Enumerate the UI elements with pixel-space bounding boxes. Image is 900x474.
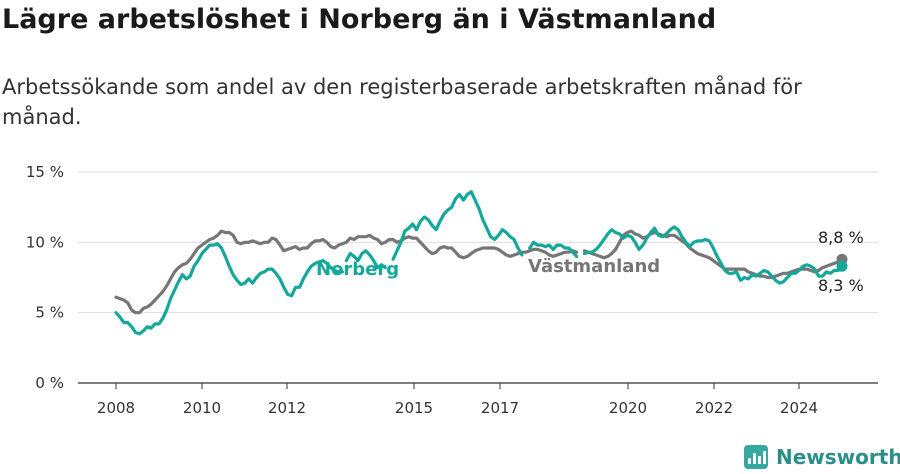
x-tick-label: 2015 bbox=[395, 399, 433, 417]
chart-title: Lägre arbetslöshet i Norberg än i Västma… bbox=[2, 4, 717, 35]
end-value-norberg: 8,3 % bbox=[818, 276, 864, 295]
line-chart: 0 % 5 % 10 % 15 % 2008 2010 2012 2015 2017 2020 20… bbox=[26, 163, 878, 417]
x-tick-label: 2024 bbox=[780, 399, 818, 417]
brand-logo: Newsworthy bbox=[744, 442, 900, 472]
chart-subtitle: Arbetssökande som andel av den registerb… bbox=[2, 75, 802, 129]
y-tick-label: 10 % bbox=[26, 233, 64, 251]
series-label-norberg: Norberg bbox=[316, 259, 399, 280]
end-value-vastmanland: 8,8 % bbox=[818, 228, 864, 247]
series-line-vastmanland bbox=[114, 229, 579, 315]
y-tick-label: 5 % bbox=[35, 304, 64, 322]
x-tick-label: 2008 bbox=[97, 399, 135, 417]
axis-layer: 0 % 5 % 10 % 15 % 2008 2010 2012 2015 2017 2020 20… bbox=[26, 163, 878, 417]
x-tick-label: 2010 bbox=[183, 399, 221, 417]
x-tick-label: 2022 bbox=[695, 399, 733, 417]
x-tick-label: 2012 bbox=[268, 399, 306, 417]
series-layer bbox=[114, 190, 848, 336]
grid-layer bbox=[78, 171, 878, 314]
series-line-norberg bbox=[114, 242, 344, 336]
y-tick-label: 15 % bbox=[26, 163, 64, 181]
series-line-norberg bbox=[344, 249, 387, 270]
bar-chart-icon bbox=[744, 445, 768, 469]
series-label-vastmanland: Västmanland bbox=[528, 256, 660, 277]
series-line-norberg bbox=[582, 225, 844, 285]
series-line-norberg bbox=[528, 240, 579, 258]
series-line-norberg bbox=[391, 190, 524, 261]
brand-name: Newsworthy bbox=[776, 445, 900, 469]
x-tick-label: 2020 bbox=[609, 399, 647, 417]
y-tick-label: 0 % bbox=[35, 374, 64, 392]
x-tick-label: 2017 bbox=[481, 399, 519, 417]
end-point-norberg bbox=[836, 260, 848, 272]
